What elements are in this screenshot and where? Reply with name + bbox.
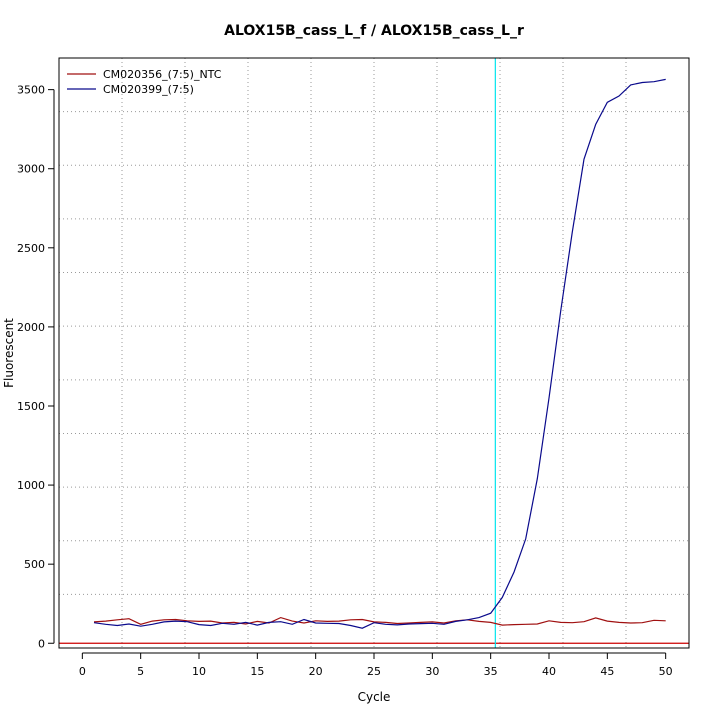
legend: CM020356_(7:5)_NTC CM020399_(7:5) — [67, 68, 222, 96]
y-tick-label: 1500 — [17, 400, 45, 413]
series-layer — [93, 78, 666, 629]
x-tick-label: 10 — [192, 665, 206, 678]
x-tick-label: 40 — [542, 665, 556, 678]
legend-label-1: CM020356_(7:5)_NTC — [103, 68, 222, 81]
plot-frame — [58, 57, 690, 649]
x-tick-label: 35 — [484, 665, 498, 678]
y-tick-label: 2000 — [17, 321, 45, 334]
y-tick-label: 3000 — [17, 163, 45, 176]
y-tick-label: 0 — [38, 637, 45, 650]
series-line-1 — [93, 616, 666, 626]
x-tick-label: 5 — [137, 665, 144, 678]
chart-title: ALOX15B_cass_L_f / ALOX15B_cass_L_r — [224, 23, 524, 39]
x-tick-label: 15 — [250, 665, 264, 678]
y-tick-label: 500 — [24, 558, 45, 571]
x-tick-label: 30 — [425, 665, 439, 678]
reference-lines — [59, 58, 689, 648]
legend-label-2: CM020399_(7:5) — [103, 83, 194, 96]
grid-layer — [59, 58, 689, 648]
x-tick-label: 0 — [79, 665, 86, 678]
y-tick-label: 2500 — [17, 242, 45, 255]
x-axis-title: Cycle — [358, 690, 391, 704]
x-tick-label: 20 — [309, 665, 323, 678]
y-tick-label: 1000 — [17, 479, 45, 492]
axes-layer: 0 5 10 15 20 25 30 35 40 45 5005001000150020002500… — [17, 84, 673, 678]
x-tick-label: 45 — [600, 665, 614, 678]
y-tick-label: 3500 — [17, 84, 45, 97]
x-tick-label: 25 — [367, 665, 381, 678]
x-tick-label: 50 — [659, 665, 673, 678]
y-axis-title: Fluorescent — [2, 318, 16, 388]
series-line-2 — [93, 78, 666, 629]
